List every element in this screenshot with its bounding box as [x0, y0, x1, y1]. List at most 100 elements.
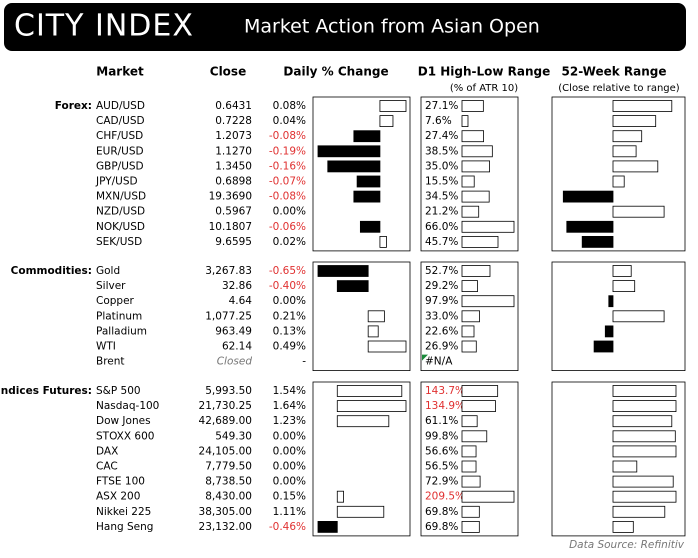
- range: 35.0%: [425, 160, 458, 172]
- week52-bar: [612, 430, 676, 443]
- range: 52.7%: [425, 265, 458, 277]
- market-name: NOK/USD: [96, 221, 145, 233]
- market-name: EUR/USD: [96, 145, 144, 157]
- bar-box: [420, 96, 519, 252]
- range: 209.5%: [425, 491, 465, 503]
- market-name: GBP/USD: [96, 160, 144, 172]
- close: 963.49: [215, 325, 252, 337]
- range-bar: [461, 295, 515, 308]
- close: Closed: [217, 356, 253, 368]
- change: -0.08%: [269, 191, 306, 203]
- market-name: Hang Seng: [96, 521, 153, 533]
- close: 23,132.00: [199, 521, 252, 533]
- range-bar: [461, 490, 515, 503]
- market-name: Copper: [96, 295, 135, 307]
- range-bar: [461, 190, 490, 203]
- close: 8,430.00: [205, 491, 252, 503]
- col-header: Market: [96, 65, 144, 79]
- change: 1.54%: [273, 385, 306, 397]
- week52-bar: [612, 175, 625, 188]
- close: 24,105.00: [199, 445, 252, 457]
- week52-bar: [612, 205, 665, 218]
- change: 0.02%: [273, 236, 306, 248]
- col-header: 52-Week Range: [562, 65, 667, 79]
- range: 45.7%: [425, 236, 458, 248]
- range-bar: [461, 505, 480, 518]
- week52-bar: [612, 490, 677, 503]
- week52-bar: [612, 115, 657, 127]
- range-bar: [461, 115, 469, 127]
- range-bar: [461, 280, 478, 293]
- range-bar: [461, 100, 484, 112]
- close: 1.3450: [215, 160, 252, 172]
- change-bar: [367, 310, 385, 323]
- change-bar: [367, 325, 379, 338]
- market-name: S&P 500: [96, 385, 141, 397]
- section-label: Forex:: [55, 100, 92, 112]
- change: 0.04%: [273, 115, 306, 127]
- change: 0.00%: [273, 206, 306, 218]
- market-name: WTI: [96, 341, 116, 353]
- bar-box: [420, 261, 519, 371]
- close: 0.7228: [215, 115, 252, 127]
- market-name: Gold: [96, 265, 120, 277]
- close: 9.6595: [215, 236, 252, 248]
- close: 21,730.25: [199, 400, 252, 412]
- change-bar: [336, 280, 369, 293]
- change-bar: [379, 100, 407, 112]
- market-name: Dow Jones: [96, 415, 151, 427]
- change: 0.00%: [273, 461, 306, 473]
- change-bar: [336, 415, 390, 428]
- week52-bar: [612, 505, 666, 518]
- change-bar: [353, 130, 381, 143]
- close: 42,689.00: [199, 415, 252, 427]
- market-name: ASX 200: [96, 491, 140, 503]
- market-name: SEK/USD: [96, 236, 142, 248]
- change-bar: [317, 265, 369, 277]
- range: 34.5%: [425, 191, 458, 203]
- range: 97.9%: [425, 295, 458, 307]
- range: #N/A: [425, 356, 453, 368]
- change-bar: [336, 505, 385, 518]
- change: -0.19%: [269, 145, 306, 157]
- range: 66.0%: [425, 221, 458, 233]
- week52-bar: [593, 340, 614, 353]
- col-header: Close: [210, 65, 246, 79]
- title: Market Action from Asian Open: [244, 16, 540, 38]
- header-bar: [4, 3, 686, 51]
- market-name: AUD/USD: [96, 100, 145, 112]
- range: 38.5%: [425, 145, 458, 157]
- week52-bar: [612, 310, 665, 323]
- change: 1.64%: [273, 400, 306, 412]
- change: -0.40%: [269, 280, 306, 292]
- market-name: NZD/USD: [96, 206, 145, 218]
- range: 27.1%: [425, 100, 458, 112]
- market-name: CAD/USD: [96, 115, 145, 127]
- range: 27.4%: [425, 130, 458, 142]
- close: 32.86: [222, 280, 252, 292]
- range-bar: [461, 415, 478, 428]
- close: 7,779.50: [205, 461, 252, 473]
- close: 19.3690: [209, 191, 252, 203]
- market-name: CHF/USD: [96, 130, 143, 142]
- change-bar: [379, 235, 387, 248]
- range: 56.5%: [425, 461, 458, 473]
- logo: CITY INDEX: [14, 9, 194, 44]
- range: 26.9%: [425, 341, 458, 353]
- change: 0.15%: [273, 491, 306, 503]
- week52-bar: [612, 100, 673, 112]
- footer: Data Source: Refinitiv: [569, 539, 685, 551]
- range: 72.9%: [425, 476, 458, 488]
- change-bar: [317, 145, 381, 158]
- range-bar: [461, 175, 475, 188]
- week52-bar: [612, 280, 636, 293]
- range: 134.9%: [425, 400, 465, 412]
- range-bar: [461, 475, 481, 488]
- change: -0.08%: [269, 130, 306, 142]
- close: 5,993.50: [205, 385, 252, 397]
- week52-bar: [612, 445, 677, 458]
- range: 22.6%: [425, 325, 458, 337]
- change: 1.23%: [273, 415, 306, 427]
- market-name: Platinum: [96, 310, 142, 322]
